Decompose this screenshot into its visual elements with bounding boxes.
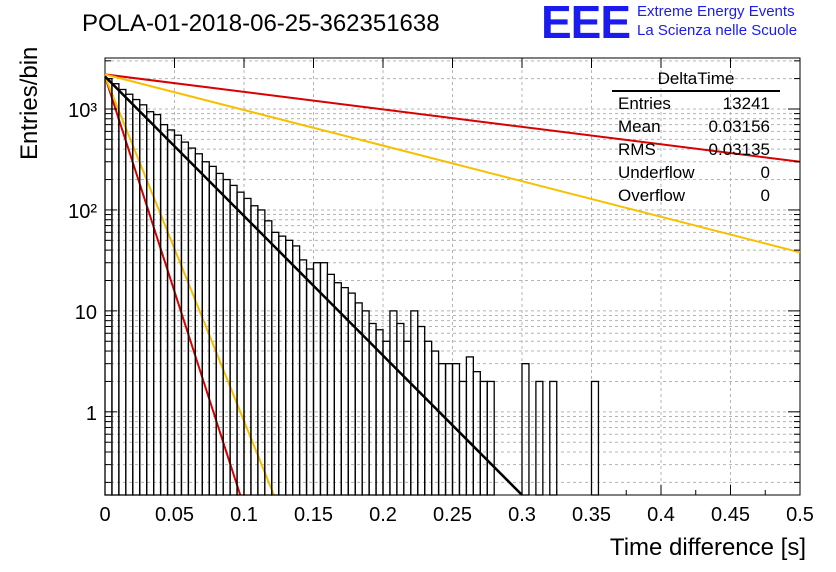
red-reference-line [104, 73, 801, 163]
y-tick-label: 10³ [68, 100, 97, 122]
histogram-bar [521, 363, 530, 496]
logo-line-1: Extreme Energy Events [637, 3, 795, 20]
stats-key: Underflow [618, 163, 695, 182]
histogram-bar [535, 380, 544, 496]
x-tick-label: 0 [99, 504, 110, 526]
stats-title: DeltaTime [612, 68, 780, 92]
histogram-bar [590, 380, 600, 496]
stats-box: DeltaTime Entries 13241 Mean 0.03156 RMS… [612, 68, 780, 207]
stats-value: 0.03156 [708, 117, 770, 136]
stats-row-mean: Mean 0.03156 [612, 115, 780, 138]
x-tick-label: 0.4 [647, 504, 675, 526]
y-tick-label: 1 [86, 403, 97, 425]
x-tick-label: 0.15 [294, 504, 333, 526]
eee-logo: EEE [541, 0, 631, 48]
x-tick-label: 0.35 [572, 504, 611, 526]
stats-value: 0 [760, 163, 770, 182]
stats-row-entries: Entries 13241 [612, 92, 780, 115]
stats-row-overflow: Overflow 0 [612, 184, 780, 207]
stats-key: Mean [618, 117, 661, 136]
yellow-reference-line [104, 73, 801, 254]
x-tick-label: 0.45 [711, 504, 750, 526]
y-tick-label: 10 [75, 302, 97, 324]
stats-value: 13241 [722, 94, 770, 113]
x-tick-label: 0.05 [155, 504, 194, 526]
fit-line [104, 75, 523, 496]
stats-row-underflow: Underflow 0 [612, 161, 780, 184]
histogram-bar [486, 380, 495, 496]
stats-row-rms: RMS 0.03135 [612, 138, 780, 161]
x-tick-label: 0.1 [230, 504, 258, 526]
fit-line-group [104, 75, 523, 496]
stats-value: 0.03135 [708, 140, 770, 159]
stats-key: RMS [618, 140, 656, 159]
red-reference-line [104, 76, 242, 496]
histogram-bars [104, 77, 600, 496]
stats-key: Entries [618, 94, 671, 113]
stats-key: Overflow [618, 186, 686, 205]
x-axis-label: Time difference [s] [609, 534, 806, 561]
x-tick-label: 0.3 [508, 504, 536, 526]
axes: 0 0.05 0.1 0.15 0.2 0.25 0.3 0.35 0.4 0.45 0.5 1 10 1… [68, 58, 814, 526]
logo-line-2: La Scienza nelle Scuole [637, 22, 798, 39]
y-axis-label: Entries/bin [16, 46, 43, 160]
x-tick-label: 0.5 [786, 504, 814, 526]
y-tick-label: 10² [68, 201, 97, 223]
stats-value: 0 [760, 186, 770, 205]
chart-title: POLA-01-2018-06-25-362351638 [82, 10, 440, 37]
x-tick-label: 0.2 [369, 504, 397, 526]
x-tick-label: 0.25 [433, 504, 472, 526]
histogram-bar [549, 380, 558, 496]
